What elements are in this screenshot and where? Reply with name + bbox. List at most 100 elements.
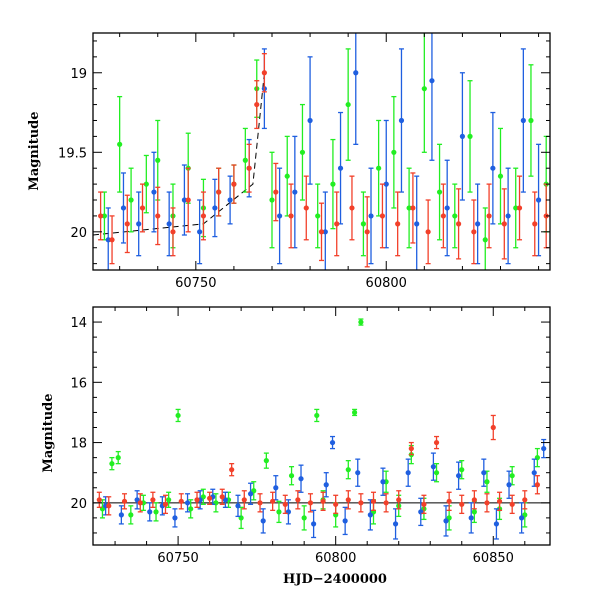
data-point <box>379 213 386 219</box>
data-point <box>333 501 339 507</box>
data-point <box>277 213 283 219</box>
data-point <box>440 213 446 219</box>
data-point <box>345 101 351 108</box>
data-point <box>184 500 191 506</box>
data-point <box>541 445 547 452</box>
data-point <box>421 86 427 92</box>
data-point <box>535 197 542 203</box>
data-point <box>170 229 176 235</box>
data-point <box>247 491 254 497</box>
data-point <box>109 237 115 243</box>
bottom-ylabel: Magnitude <box>41 393 56 472</box>
data-point <box>482 237 488 243</box>
data-point <box>506 482 512 488</box>
data-point <box>456 221 462 227</box>
data-point <box>370 498 377 504</box>
data-point <box>490 424 496 431</box>
data-point <box>522 497 528 503</box>
data-point <box>471 229 477 235</box>
data-point <box>345 497 351 503</box>
data-point <box>391 149 397 155</box>
data-point <box>181 197 187 203</box>
data-point <box>231 181 237 187</box>
data-point <box>484 479 490 485</box>
data-point <box>410 205 416 211</box>
y-tick-label: 14 <box>70 316 87 331</box>
data-point <box>185 197 191 203</box>
data-point <box>315 213 321 219</box>
data-point <box>307 117 313 124</box>
data-point <box>175 412 181 419</box>
series-2 <box>98 53 549 268</box>
data-point <box>292 189 298 195</box>
x-tick-label: 60850 <box>473 551 514 566</box>
data-point <box>534 482 540 488</box>
data-point <box>429 78 435 84</box>
data-point <box>380 479 386 485</box>
bottom-xlabel: HJD−2400000 <box>283 572 387 587</box>
data-point <box>433 439 440 446</box>
data-point <box>219 494 225 500</box>
data-point <box>229 467 235 473</box>
data-point <box>320 498 326 504</box>
data-point <box>496 498 503 504</box>
plot-frame <box>92 32 551 271</box>
data-point <box>120 205 127 211</box>
data-point <box>471 497 477 503</box>
data-point <box>241 497 247 503</box>
y-tick-label: 19.5 <box>58 146 87 161</box>
data-point <box>355 470 361 476</box>
x-tick-label: 60800 <box>366 276 407 291</box>
data-point <box>481 470 487 476</box>
data-point <box>153 509 159 515</box>
data-point <box>349 205 355 211</box>
series-1 <box>105 33 542 270</box>
data-point <box>235 503 241 509</box>
data-point <box>109 461 115 467</box>
data-point <box>227 197 233 203</box>
data-point <box>155 213 161 219</box>
data-point <box>273 189 279 195</box>
data-point <box>421 501 427 507</box>
data-point <box>172 515 178 521</box>
y-tick-label: 20 <box>70 226 87 241</box>
data-point <box>406 205 412 211</box>
data-point <box>436 189 443 195</box>
data-point <box>330 181 336 187</box>
data-point <box>212 205 218 211</box>
data-point <box>398 117 405 124</box>
data-point <box>531 470 537 476</box>
data-point <box>270 498 276 504</box>
data-point <box>519 515 525 521</box>
data-point <box>303 205 309 211</box>
data-point <box>200 213 207 219</box>
plot-area <box>93 33 549 270</box>
data-point <box>334 221 340 227</box>
data-point <box>367 512 373 518</box>
data-point <box>207 495 213 501</box>
data-point <box>532 221 538 227</box>
top-panel: 60750 60800 19 19.5 20 <box>58 32 551 291</box>
data-point <box>166 221 172 227</box>
data-point <box>318 229 325 235</box>
x-tick-label: 60750 <box>175 276 216 291</box>
data-point <box>329 439 336 446</box>
data-point <box>288 473 295 479</box>
data-point <box>528 117 534 124</box>
data-point <box>115 455 121 461</box>
data-point <box>475 221 481 227</box>
data-point <box>137 500 143 506</box>
y-tick-label: 20 <box>70 497 87 512</box>
y-tick-label: 19 <box>70 67 87 82</box>
data-point <box>139 205 146 211</box>
bottom-panel: 60750 60800 60850 14 16 18 20 <box>70 306 551 566</box>
data-point <box>342 518 348 524</box>
plot-frame <box>92 306 551 546</box>
data-point <box>254 101 260 108</box>
data-point <box>136 221 142 227</box>
data-point <box>284 173 290 179</box>
data-point <box>509 501 515 507</box>
data-point <box>358 500 364 506</box>
x-tick-label: 60750 <box>157 551 198 566</box>
